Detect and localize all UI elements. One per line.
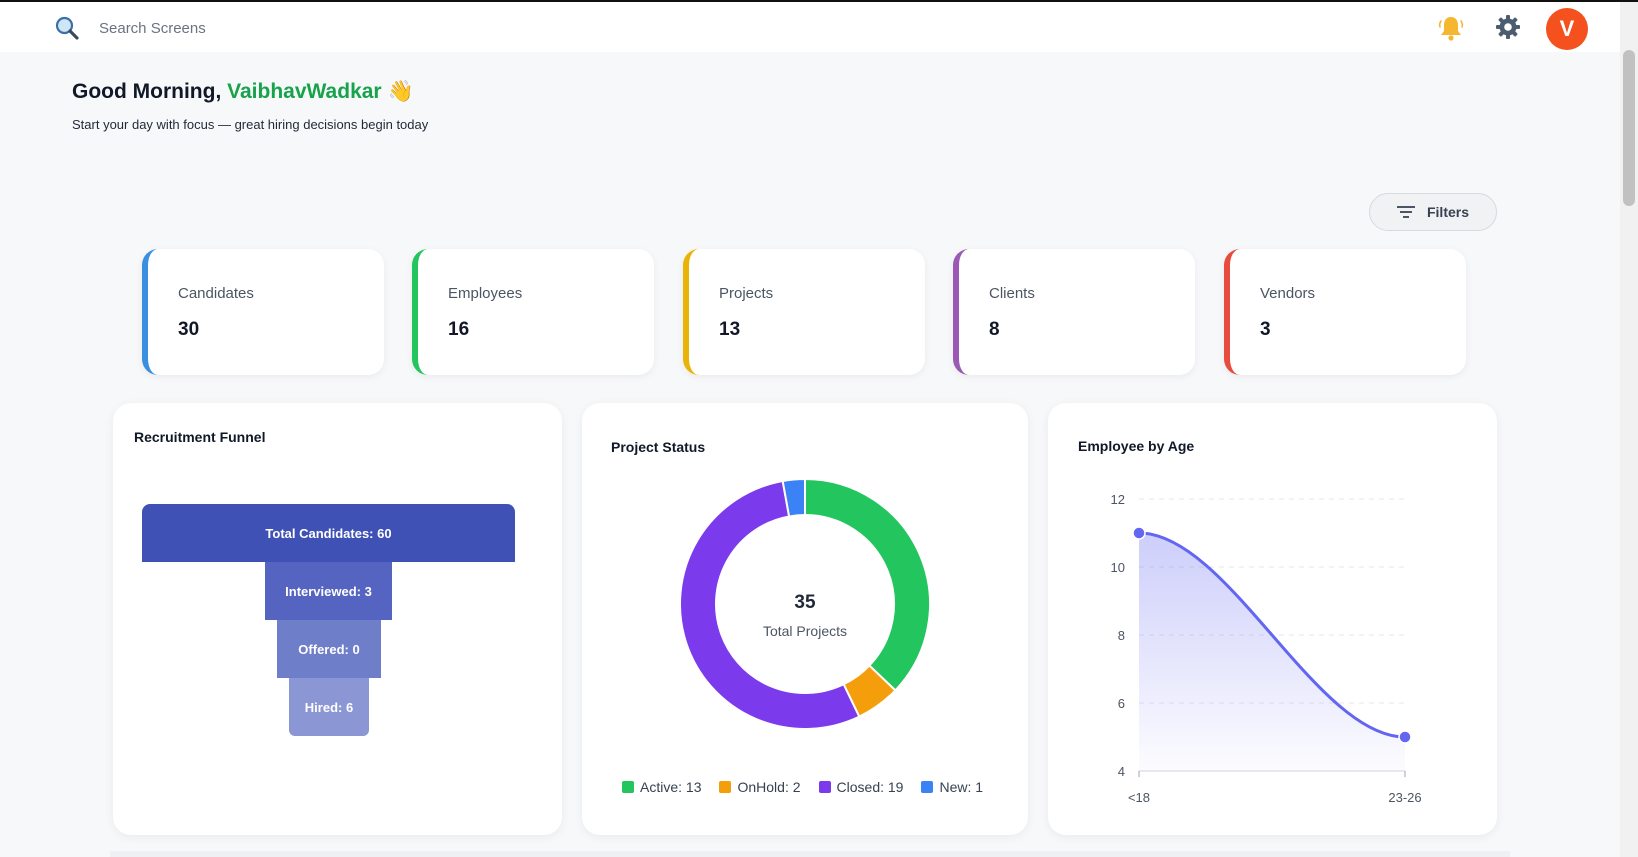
window-top-border [0,0,1638,2]
legend-swatch [921,781,934,793]
project-status-donut: 35 Total Projects [679,477,931,730]
greeting-heading: Good Morning, VaibhavWadkar 👋 [72,80,414,104]
legend-item-new[interactable]: New: 1 [921,779,983,795]
stat-card-vendors[interactable]: Vendors 3 [1224,249,1466,375]
filter-icon [1396,206,1415,218]
panel-title: Project Status [611,439,706,455]
series-line [1138,531,1406,739]
search-icon[interactable] [54,15,80,41]
gear-icon[interactable] [1494,13,1522,41]
data-point[interactable] [1398,730,1412,744]
stat-card-candidates[interactable]: Candidates 30 [142,249,384,375]
legend-swatch [719,781,732,793]
legend-item-active[interactable]: Active: 13 [622,779,701,795]
donut-slice-closed[interactable] [679,479,861,730]
donut-center-label: Total Projects [763,623,847,639]
legend-label: OnHold: 2 [737,779,801,795]
stat-card-projects[interactable]: Projects 13 [683,249,925,375]
x-tick-label: 23-26 [1388,790,1421,805]
legend-label: Active: 13 [640,779,702,795]
y-tick-label: 10 [1111,560,1125,575]
panel-title: Employee by Age [1078,438,1195,454]
project-status-panel: Project Status 35 Total Projects Active:… [582,403,1028,835]
donut-center-value: 35 [794,592,816,613]
stat-value: 16 [448,319,470,340]
donut-slice-active[interactable] [804,477,931,692]
stat-value: 30 [178,319,200,340]
stat-label: Candidates [178,285,254,302]
avatar[interactable]: V [1546,8,1588,50]
legend-label: New: 1 [939,779,984,795]
y-tick-label: 6 [1118,696,1125,711]
x-tick-label: <18 [1128,790,1150,805]
funnel-step-total[interactable]: Total Candidates: 60 [142,504,515,562]
panel-title: Recruitment Funnel [134,429,266,445]
scrollbar-track[interactable] [1620,2,1638,857]
donut-slice-new[interactable] [781,477,806,518]
top-bar: V [0,2,1620,52]
stat-label: Vendors [1260,285,1316,302]
stat-label: Projects [719,285,774,302]
y-tick-label: 4 [1118,764,1125,779]
employee-age-chart: 4 6 8 10 12 <18 23-26 [1111,492,1422,805]
employee-by-age-panel: Employee by Age 4 6 8 10 12 <18 23-26 [1048,403,1497,835]
funnel-step-hired[interactable]: Hired: 6 [289,678,369,736]
funnel-step-interviewed[interactable]: Interviewed: 3 [265,562,392,620]
y-tick-label: 12 [1111,492,1125,507]
greeting-subtitle: Start your day with focus — great hiring… [72,117,429,132]
scrollbar-thumb[interactable] [1623,50,1635,206]
wave-emoji: 👋 [387,80,414,103]
legend-swatch [622,781,634,793]
stat-label: Clients [989,285,1035,302]
series-area [1139,533,1405,771]
funnel-step-offered[interactable]: Offered: 0 [277,620,381,678]
next-section-edge [110,851,1510,857]
legend-label: Closed: 19 [836,779,904,795]
filters-label: Filters [1426,204,1469,220]
donut-legend: Active: 13 OnHold: 2 Closed: 19 New: 1 [622,779,983,795]
stat-card-employees[interactable]: Employees 16 [412,249,654,375]
legend-swatch [818,781,831,793]
legend-item-onhold[interactable]: OnHold: 2 [719,779,801,795]
user-name: VaibhavWadkar [227,80,382,103]
stat-value: 8 [989,319,1000,340]
stat-value: 13 [719,319,741,340]
y-tick-label: 8 [1118,628,1125,643]
bell-icon[interactable] [1436,13,1466,43]
filters-button[interactable]: Filters [1369,193,1497,231]
stat-value: 3 [1260,319,1271,340]
search-input[interactable] [99,16,399,40]
greeting-prefix: Good Morning, [72,80,222,103]
stat-card-clients[interactable]: Clients 8 [953,249,1195,375]
recruitment-funnel-panel: Recruitment Funnel Total Candidates: 60 I… [113,403,562,835]
legend-item-closed[interactable]: Closed: 19 [818,779,904,795]
data-point[interactable] [1132,526,1146,540]
stat-label: Employees [448,285,523,302]
